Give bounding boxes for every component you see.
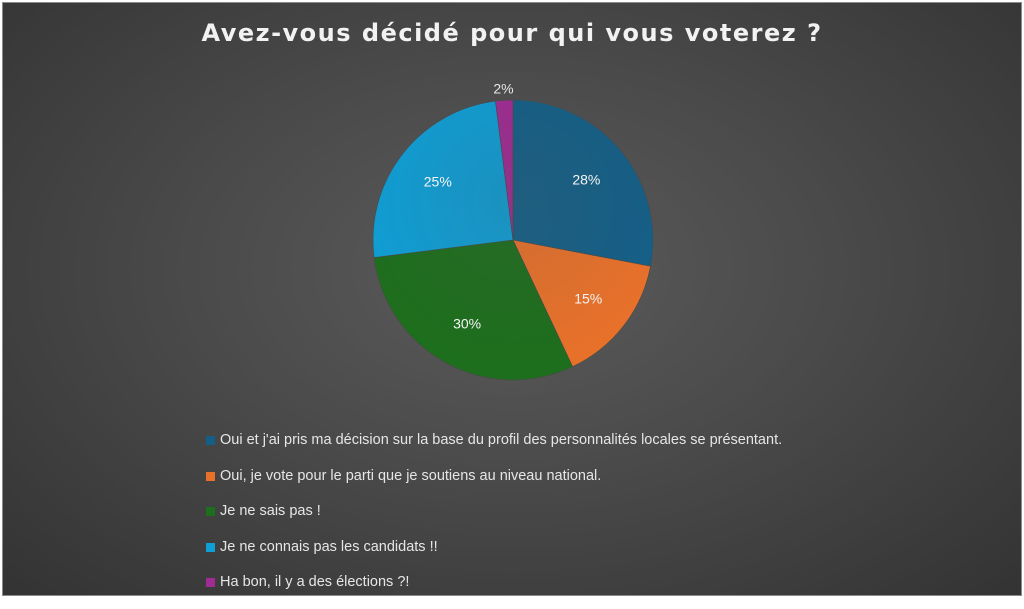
pie-slice (372, 100, 514, 258)
legend-label: Oui et j'ai pris ma décision sur la base… (220, 432, 783, 448)
legend-swatch (206, 542, 215, 552)
data-label: 25% (424, 174, 452, 190)
legend: Oui et j'ai pris ma décision sur la base… (206, 431, 782, 609)
legend-item: Je ne connais pas les candidats !! (206, 538, 782, 574)
pie-slice (373, 239, 574, 381)
legend-swatch (206, 578, 215, 587)
legend-label: Je ne sais pas ! (220, 503, 321, 519)
data-label: 2% (493, 80, 513, 96)
chart-title: Avez-vous décidé pour qui vous voterez ? (201, 19, 823, 47)
pie-slice (495, 99, 514, 241)
legend-item: Je ne sais pas ! (206, 502, 782, 538)
data-label: 28% (572, 171, 600, 187)
data-label: 15% (574, 290, 602, 306)
legend-swatch (206, 471, 215, 481)
legend-item: Ha bon, il y a des élections ?! (206, 573, 782, 609)
pie-chart: 28% 15% 30% 25% 2% (372, 80, 654, 381)
pie-slice (512, 239, 651, 368)
chart-area: Avez-vous décidé pour qui vous voterez ?… (2, 2, 1022, 596)
pie-slice (512, 99, 654, 267)
data-label: 30% (453, 315, 481, 331)
legend-item: Oui et j'ai pris ma décision sur la base… (206, 431, 782, 467)
legend-label: Ha bon, il y a des élections ?! (220, 574, 410, 590)
legend-swatch (206, 436, 215, 445)
legend-item: Oui, je vote pour le parti que je soutie… (206, 467, 782, 503)
legend-label: Oui, je vote pour le parti que je soutie… (220, 467, 602, 484)
legend-label: Je ne connais pas les candidats !! (220, 538, 438, 555)
legend-swatch (206, 507, 215, 516)
